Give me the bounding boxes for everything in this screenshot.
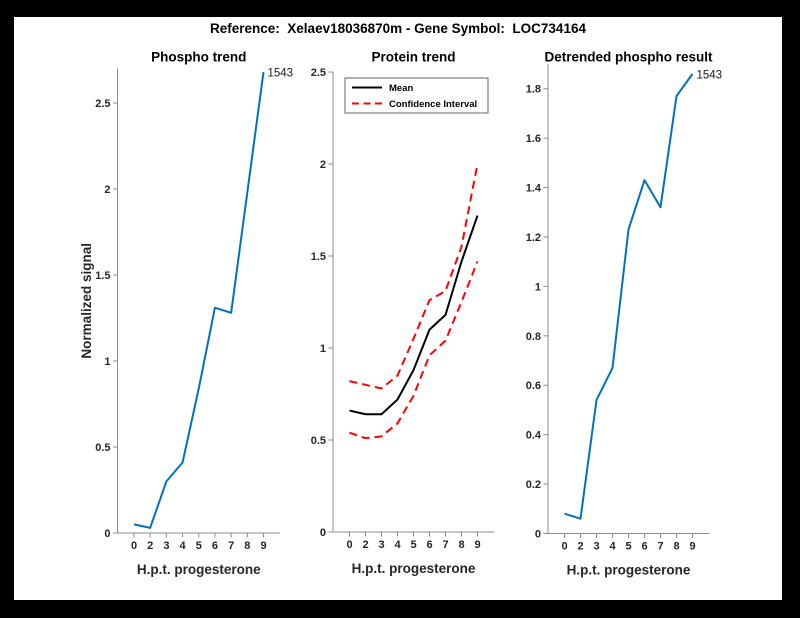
- y-tick-label: 0.2: [526, 479, 541, 491]
- x-tick-label: 8: [458, 539, 464, 551]
- x-tick-label: 7: [657, 541, 663, 553]
- x-tick-label: 7: [228, 540, 234, 552]
- x-tick-label: 5: [196, 540, 202, 552]
- y-tick-label: 1: [320, 343, 326, 355]
- x-tick-label: 0: [561, 541, 567, 553]
- y-tick-label: 0: [535, 529, 541, 541]
- x-tick-label: 0: [131, 540, 137, 552]
- line-annotation: 1543: [268, 68, 294, 80]
- x-tick-label: 9: [474, 539, 480, 551]
- x-tick-label: 7: [442, 539, 448, 551]
- y-tick-label: 0.4: [526, 430, 542, 442]
- x-tick-label: 0: [346, 539, 352, 551]
- y-tick-label: 2.5: [311, 67, 326, 79]
- x-tick-label: 8: [673, 541, 679, 553]
- y-tick-label: 0: [104, 528, 110, 540]
- line-annotation: 1543: [697, 69, 723, 81]
- y-tick-label: 1.5: [311, 251, 326, 263]
- x-tick-label: 6: [212, 540, 218, 552]
- x-tick-label: 4: [394, 539, 401, 551]
- y-tick-label: 1: [104, 356, 110, 368]
- x-tick-label: 3: [378, 539, 384, 551]
- x-tick-label: 4: [180, 540, 187, 552]
- y-tick-label: 2: [104, 184, 110, 196]
- x-tick-label: 8: [244, 540, 250, 552]
- y-tick-label: 2.5: [95, 98, 110, 110]
- subplot-title: Detrended phospho result: [544, 50, 713, 65]
- x-tick-label: 6: [426, 539, 432, 551]
- y-tick-label: 0.6: [526, 380, 541, 392]
- x-tick-label: 2: [147, 540, 153, 552]
- y-tick-label: 1.2: [526, 232, 541, 244]
- y-axis-label: Normalized signal: [79, 243, 94, 359]
- x-tick-label: 5: [625, 541, 631, 553]
- x-axis-label: H.p.t. progesterone: [352, 561, 476, 576]
- x-tick-label: 9: [689, 541, 695, 553]
- x-tick-label: 3: [163, 540, 169, 552]
- y-tick-label: 0.5: [311, 435, 326, 447]
- series-mean: [349, 215, 479, 416]
- legend-box: [344, 77, 489, 114]
- y-tick-label: 1.5: [95, 270, 110, 282]
- y-tick-label: 0.8: [526, 331, 541, 343]
- x-tick-label: 9: [260, 540, 266, 552]
- y-tick-label: 1.4: [526, 183, 542, 195]
- x-axis-label: H.p.t. progesterone: [137, 562, 261, 577]
- x-tick-label: 6: [641, 541, 647, 553]
- y-tick-label: 1.6: [526, 133, 541, 145]
- series-confidence-lower: [349, 261, 479, 440]
- x-tick-label: 3: [593, 541, 599, 553]
- x-tick-label: 2: [577, 541, 583, 553]
- legend-label: Mean: [389, 83, 413, 94]
- x-axis-label: H.p.t. progesterone: [567, 563, 691, 578]
- series-confidence-upper: [349, 163, 479, 390]
- y-tick-label: 1: [535, 281, 541, 293]
- legend-label: Confidence Interval: [389, 99, 477, 110]
- figure-title: Reference: Xelaev18036870m - Gene Symbol…: [210, 21, 586, 36]
- y-tick-label: 2: [320, 159, 326, 171]
- x-tick-label: 4: [609, 541, 616, 553]
- y-tick-label: 0: [320, 527, 326, 539]
- subplot-title: Phospho trend: [151, 50, 246, 65]
- x-tick-label: 5: [410, 539, 416, 551]
- x-tick-label: 2: [362, 539, 368, 551]
- series-phospho-signal: [133, 71, 265, 529]
- y-tick-label: 0.5: [95, 442, 110, 454]
- subplot-title: Protein trend: [371, 50, 455, 65]
- y-tick-label: 1.8: [526, 84, 541, 96]
- matlab-figure: Reference: Xelaev18036870m - Gene Symbol…: [14, 17, 782, 600]
- series-detrended-phospho: [564, 73, 694, 520]
